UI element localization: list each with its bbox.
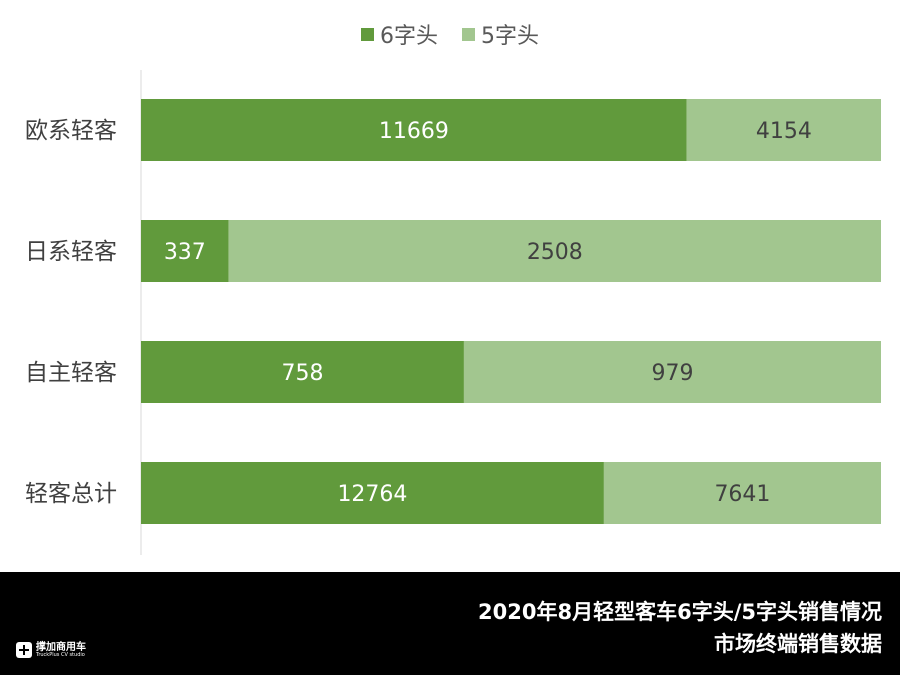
category-label: 自主轻客 — [25, 360, 117, 386]
logo-text-cn: 撑加商用车 — [36, 641, 86, 653]
legend-item-6zitou: 6字头 — [361, 18, 438, 50]
bar-segment — [686, 99, 881, 161]
logo-icon — [16, 642, 32, 658]
bar-segment — [228, 220, 882, 282]
data-label: 758 — [281, 361, 323, 386]
legend: 6字头 5字头 — [0, 18, 900, 50]
footer-subtitle: 市场终端销售数据 — [714, 632, 882, 656]
legend-label-5zitou: 5字头 — [481, 24, 539, 49]
category-label: 轻客总计 — [25, 481, 117, 507]
bar-segment — [603, 462, 881, 524]
brand-logo: 撑加商用车 TruckPlus CV studio — [16, 642, 86, 658]
footer: 撑加商用车 TruckPlus CV studio 2020年8月轻型客车6字头… — [0, 572, 900, 675]
legend-label-6zitou: 6字头 — [380, 24, 438, 49]
category-label: 日系轻客 — [25, 239, 117, 265]
data-label: 4154 — [756, 119, 812, 144]
bar-chart: 欧系轻客 11669 4154 日系轻客 337 2508 自主轻客 758 979 轻客总计 12… — [25, 70, 882, 555]
category-label: 欧系轻客 — [25, 118, 117, 144]
chart-area: 6字头 5字头 欧系轻客 11669 4154 日系轻客 337 2508 自主轻客 758 9… — [0, 18, 900, 555]
data-label: 2508 — [527, 240, 583, 265]
bar-segment — [141, 462, 604, 524]
legend-swatch-6zitou — [361, 27, 374, 41]
bar-segment — [141, 220, 229, 282]
legend-swatch-5zitou — [462, 27, 475, 41]
bar-segment — [463, 341, 881, 403]
legend-item-5zitou: 5字头 — [462, 18, 539, 50]
data-label: 7641 — [714, 482, 770, 507]
data-label: 979 — [651, 361, 693, 386]
logo-text-en: TruckPlus CV studio — [36, 651, 85, 658]
data-label: 11669 — [379, 119, 449, 144]
data-label: 12764 — [337, 482, 407, 507]
data-label: 337 — [164, 240, 206, 265]
bar-segment — [141, 341, 464, 403]
footer-title: 2020年8月轻型客车6字头/5字头销售情况 — [478, 600, 882, 624]
bar-segment — [141, 99, 687, 161]
